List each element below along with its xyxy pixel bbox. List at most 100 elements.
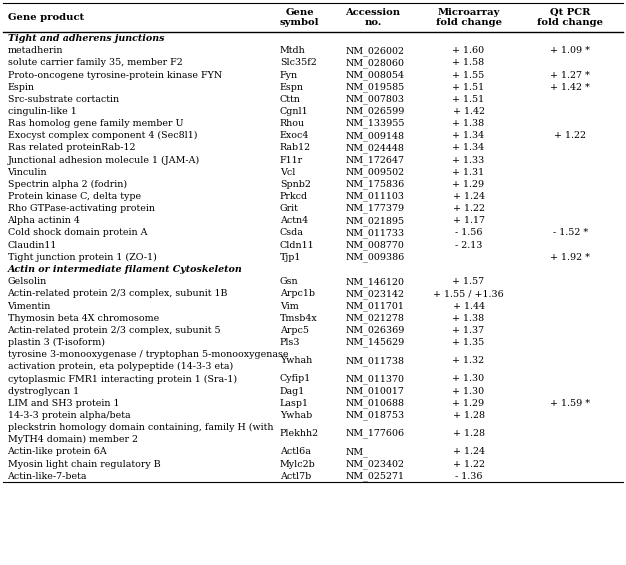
Text: Mylc2b: Mylc2b — [280, 459, 316, 468]
Text: Ywhab: Ywhab — [280, 411, 312, 420]
Text: Tight and adherens junctions: Tight and adherens junctions — [8, 34, 164, 43]
Text: Src-substrate cortactin: Src-substrate cortactin — [8, 95, 119, 104]
Text: Proto-oncogene tyrosine-protein kinase FYN: Proto-oncogene tyrosine-protein kinase F… — [8, 71, 222, 80]
Text: Slc35f2: Slc35f2 — [280, 58, 317, 67]
Text: + 1.60: + 1.60 — [453, 46, 485, 55]
Text: 14-3-3 protein alpha/beta: 14-3-3 protein alpha/beta — [8, 411, 130, 420]
Text: NM_023402: NM_023402 — [346, 459, 404, 469]
Text: Dag1: Dag1 — [280, 386, 305, 396]
Text: NM_133955: NM_133955 — [346, 119, 405, 128]
Text: Gene
symbol: Gene symbol — [280, 8, 319, 27]
Text: Ras homolog gene family member U: Ras homolog gene family member U — [8, 119, 183, 128]
Text: + 1.55: + 1.55 — [453, 71, 485, 80]
Text: + 1.29: + 1.29 — [453, 399, 485, 408]
Text: + 1.24: + 1.24 — [453, 192, 485, 201]
Text: + 1.30: + 1.30 — [453, 386, 485, 396]
Text: + 1.29: + 1.29 — [453, 180, 485, 189]
Text: Fyn: Fyn — [280, 71, 298, 80]
Text: NM_026599: NM_026599 — [346, 107, 405, 116]
Text: NM_011370: NM_011370 — [346, 374, 404, 384]
Text: dystroglycan 1: dystroglycan 1 — [8, 386, 79, 396]
Text: + 1.55 / +1.36: + 1.55 / +1.36 — [433, 289, 504, 298]
Text: plastin 3 (T-isoform): plastin 3 (T-isoform) — [8, 338, 105, 347]
Text: F11r: F11r — [280, 155, 303, 164]
Text: Csda: Csda — [280, 228, 304, 237]
Text: + 1.33: + 1.33 — [453, 155, 485, 164]
Text: + 1.58: + 1.58 — [453, 58, 485, 67]
Text: NM_177606: NM_177606 — [346, 429, 404, 438]
Text: NM_026369: NM_026369 — [346, 325, 405, 335]
Text: + 1.44: + 1.44 — [453, 302, 485, 311]
Text: + 1.34: + 1.34 — [453, 131, 485, 140]
Text: NM_009502: NM_009502 — [346, 167, 404, 177]
Text: + 1.51: + 1.51 — [453, 95, 485, 104]
Text: NM_172647: NM_172647 — [346, 155, 404, 165]
Text: NM_021895: NM_021895 — [346, 216, 404, 225]
Text: NM_146120: NM_146120 — [346, 277, 404, 286]
Text: + 1.28: + 1.28 — [453, 411, 485, 420]
Text: Spectrin alpha 2 (fodrin): Spectrin alpha 2 (fodrin) — [8, 180, 126, 189]
Text: Thymosin beta 4X chromosome: Thymosin beta 4X chromosome — [8, 314, 159, 323]
Text: Actin or intermediate filament Cytoskeleton: Actin or intermediate filament Cytoskele… — [8, 265, 242, 274]
Text: Mtdh: Mtdh — [280, 46, 305, 55]
Text: Rhou: Rhou — [280, 119, 305, 128]
Text: Spnb2: Spnb2 — [280, 180, 310, 189]
Text: + 1.92 *: + 1.92 * — [550, 253, 590, 262]
Text: - 1.52 *: - 1.52 * — [553, 228, 588, 237]
Text: solute carrier family 35, member F2: solute carrier family 35, member F2 — [8, 58, 182, 67]
Text: NM_011701: NM_011701 — [346, 301, 404, 311]
Text: NM_007803: NM_007803 — [346, 94, 404, 104]
Text: metadherin: metadherin — [8, 46, 63, 55]
Text: NM_025271: NM_025271 — [346, 471, 404, 481]
Text: Actn4: Actn4 — [280, 216, 308, 225]
Text: NM_008054: NM_008054 — [346, 70, 404, 80]
Text: Cyfip1: Cyfip1 — [280, 375, 311, 384]
Text: Arpc5: Arpc5 — [280, 326, 309, 335]
Text: Actin-like-7-beta: Actin-like-7-beta — [8, 472, 87, 481]
Text: Exoc4: Exoc4 — [280, 131, 309, 140]
Text: Actl7b: Actl7b — [280, 472, 311, 481]
Text: Myosin light chain regulatory B: Myosin light chain regulatory B — [8, 459, 160, 468]
Text: + 1.34: + 1.34 — [453, 144, 485, 153]
Text: Vinculin: Vinculin — [8, 168, 47, 177]
Text: LIM and SH3 protein 1: LIM and SH3 protein 1 — [8, 399, 119, 408]
Text: NM_019585: NM_019585 — [346, 82, 405, 92]
Text: NM_024448: NM_024448 — [346, 143, 404, 153]
Text: Claudin11: Claudin11 — [8, 241, 57, 250]
Text: MyTH4 domain) member 2: MyTH4 domain) member 2 — [8, 435, 138, 444]
Text: + 1.22: + 1.22 — [554, 131, 587, 140]
Text: + 1.17: + 1.17 — [453, 216, 485, 225]
Text: Gelsolin: Gelsolin — [8, 277, 47, 286]
Text: + 1.32: + 1.32 — [453, 357, 485, 365]
Text: Actin-related protein 2/3 complex, subunit 5: Actin-related protein 2/3 complex, subun… — [8, 326, 221, 335]
Text: NM_010688: NM_010688 — [346, 398, 404, 408]
Text: Lasp1: Lasp1 — [280, 399, 309, 408]
Text: Vimentin: Vimentin — [8, 302, 51, 311]
Text: + 1.38: + 1.38 — [453, 119, 485, 128]
Text: Tjp1: Tjp1 — [280, 253, 301, 262]
Text: Alpha actinin 4: Alpha actinin 4 — [8, 216, 80, 225]
Text: NM_011103: NM_011103 — [346, 192, 404, 201]
Text: Cgnl1: Cgnl1 — [280, 107, 309, 116]
Text: Ras related proteinRab-12: Ras related proteinRab-12 — [8, 144, 135, 153]
Text: Rho GTPase-activating protein: Rho GTPase-activating protein — [8, 204, 155, 213]
Text: NM_023142: NM_023142 — [346, 289, 404, 299]
Text: - 1.36: - 1.36 — [455, 472, 482, 481]
Text: Exocyst complex component 4 (Sec8l1): Exocyst complex component 4 (Sec8l1) — [8, 131, 197, 140]
Text: + 1.27 *: + 1.27 * — [550, 71, 590, 80]
Text: + 1.38: + 1.38 — [453, 314, 485, 323]
Text: NM_021278: NM_021278 — [346, 314, 404, 323]
Text: + 1.51: + 1.51 — [453, 82, 485, 92]
Text: Cldn11: Cldn11 — [280, 241, 314, 250]
Text: Plekhh2: Plekhh2 — [280, 429, 319, 438]
Text: Accession
no.: Accession no. — [346, 8, 401, 27]
Text: tyrosine 3-monooxygenase / tryptophan 5-monooxygenase: tyrosine 3-monooxygenase / tryptophan 5-… — [8, 350, 288, 359]
Text: NM_: NM_ — [346, 447, 369, 457]
Text: cingulin-like 1: cingulin-like 1 — [8, 107, 76, 116]
Text: NM_177379: NM_177379 — [346, 204, 404, 214]
Text: + 1.30: + 1.30 — [453, 375, 485, 384]
Text: NM_028060: NM_028060 — [346, 58, 404, 68]
Text: + 1.42: + 1.42 — [453, 107, 485, 116]
Text: Gsn: Gsn — [280, 277, 299, 286]
Text: Actin-like protein 6A: Actin-like protein 6A — [8, 447, 107, 457]
